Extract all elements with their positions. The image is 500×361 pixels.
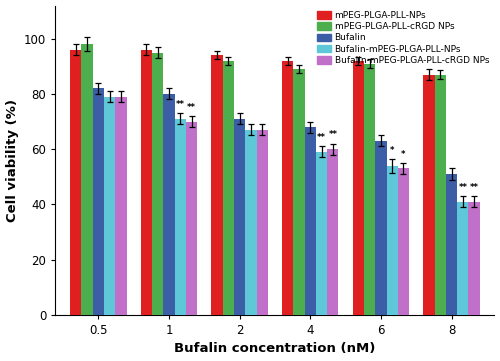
Bar <box>424 75 434 315</box>
Legend: mPEG-PLGA-PLL-NPs, mPEG-PLGA-PLL-cRGD NPs, Bufalin, Bufalin-mPEG-PLGA-PLL-NPs, B: mPEG-PLGA-PLL-NPs, mPEG-PLGA-PLL-cRGD NP… <box>314 7 492 69</box>
Bar <box>140 50 152 315</box>
Bar <box>174 119 186 315</box>
Bar <box>186 122 197 315</box>
Text: **: ** <box>328 130 338 139</box>
Bar <box>282 61 294 315</box>
Bar <box>398 169 409 315</box>
Bar <box>222 61 234 315</box>
Bar <box>234 119 245 315</box>
Bar <box>304 127 316 315</box>
Bar <box>82 44 92 315</box>
Bar <box>434 75 446 315</box>
Text: **: ** <box>458 183 468 192</box>
Bar <box>294 69 304 315</box>
Bar <box>212 55 222 315</box>
Bar <box>352 61 364 315</box>
Bar <box>386 166 398 315</box>
Bar <box>327 149 338 315</box>
Text: **: ** <box>176 100 184 109</box>
Text: *: * <box>401 150 406 159</box>
Bar <box>457 202 468 315</box>
Bar <box>446 174 457 315</box>
Text: **: ** <box>187 103 196 112</box>
Bar <box>92 88 104 315</box>
Text: **: ** <box>470 183 478 192</box>
Bar <box>245 130 256 315</box>
Bar <box>104 97 115 315</box>
Text: **: ** <box>317 133 326 142</box>
Bar <box>164 94 174 315</box>
Bar <box>115 97 126 315</box>
Bar <box>316 152 327 315</box>
Bar <box>375 141 386 315</box>
X-axis label: Bufalin concentration (nM): Bufalin concentration (nM) <box>174 343 376 356</box>
Y-axis label: Cell viability (%): Cell viability (%) <box>6 99 18 222</box>
Bar <box>152 52 164 315</box>
Bar <box>364 64 375 315</box>
Bar <box>256 130 268 315</box>
Text: *: * <box>390 146 394 155</box>
Bar <box>468 202 479 315</box>
Bar <box>70 50 82 315</box>
